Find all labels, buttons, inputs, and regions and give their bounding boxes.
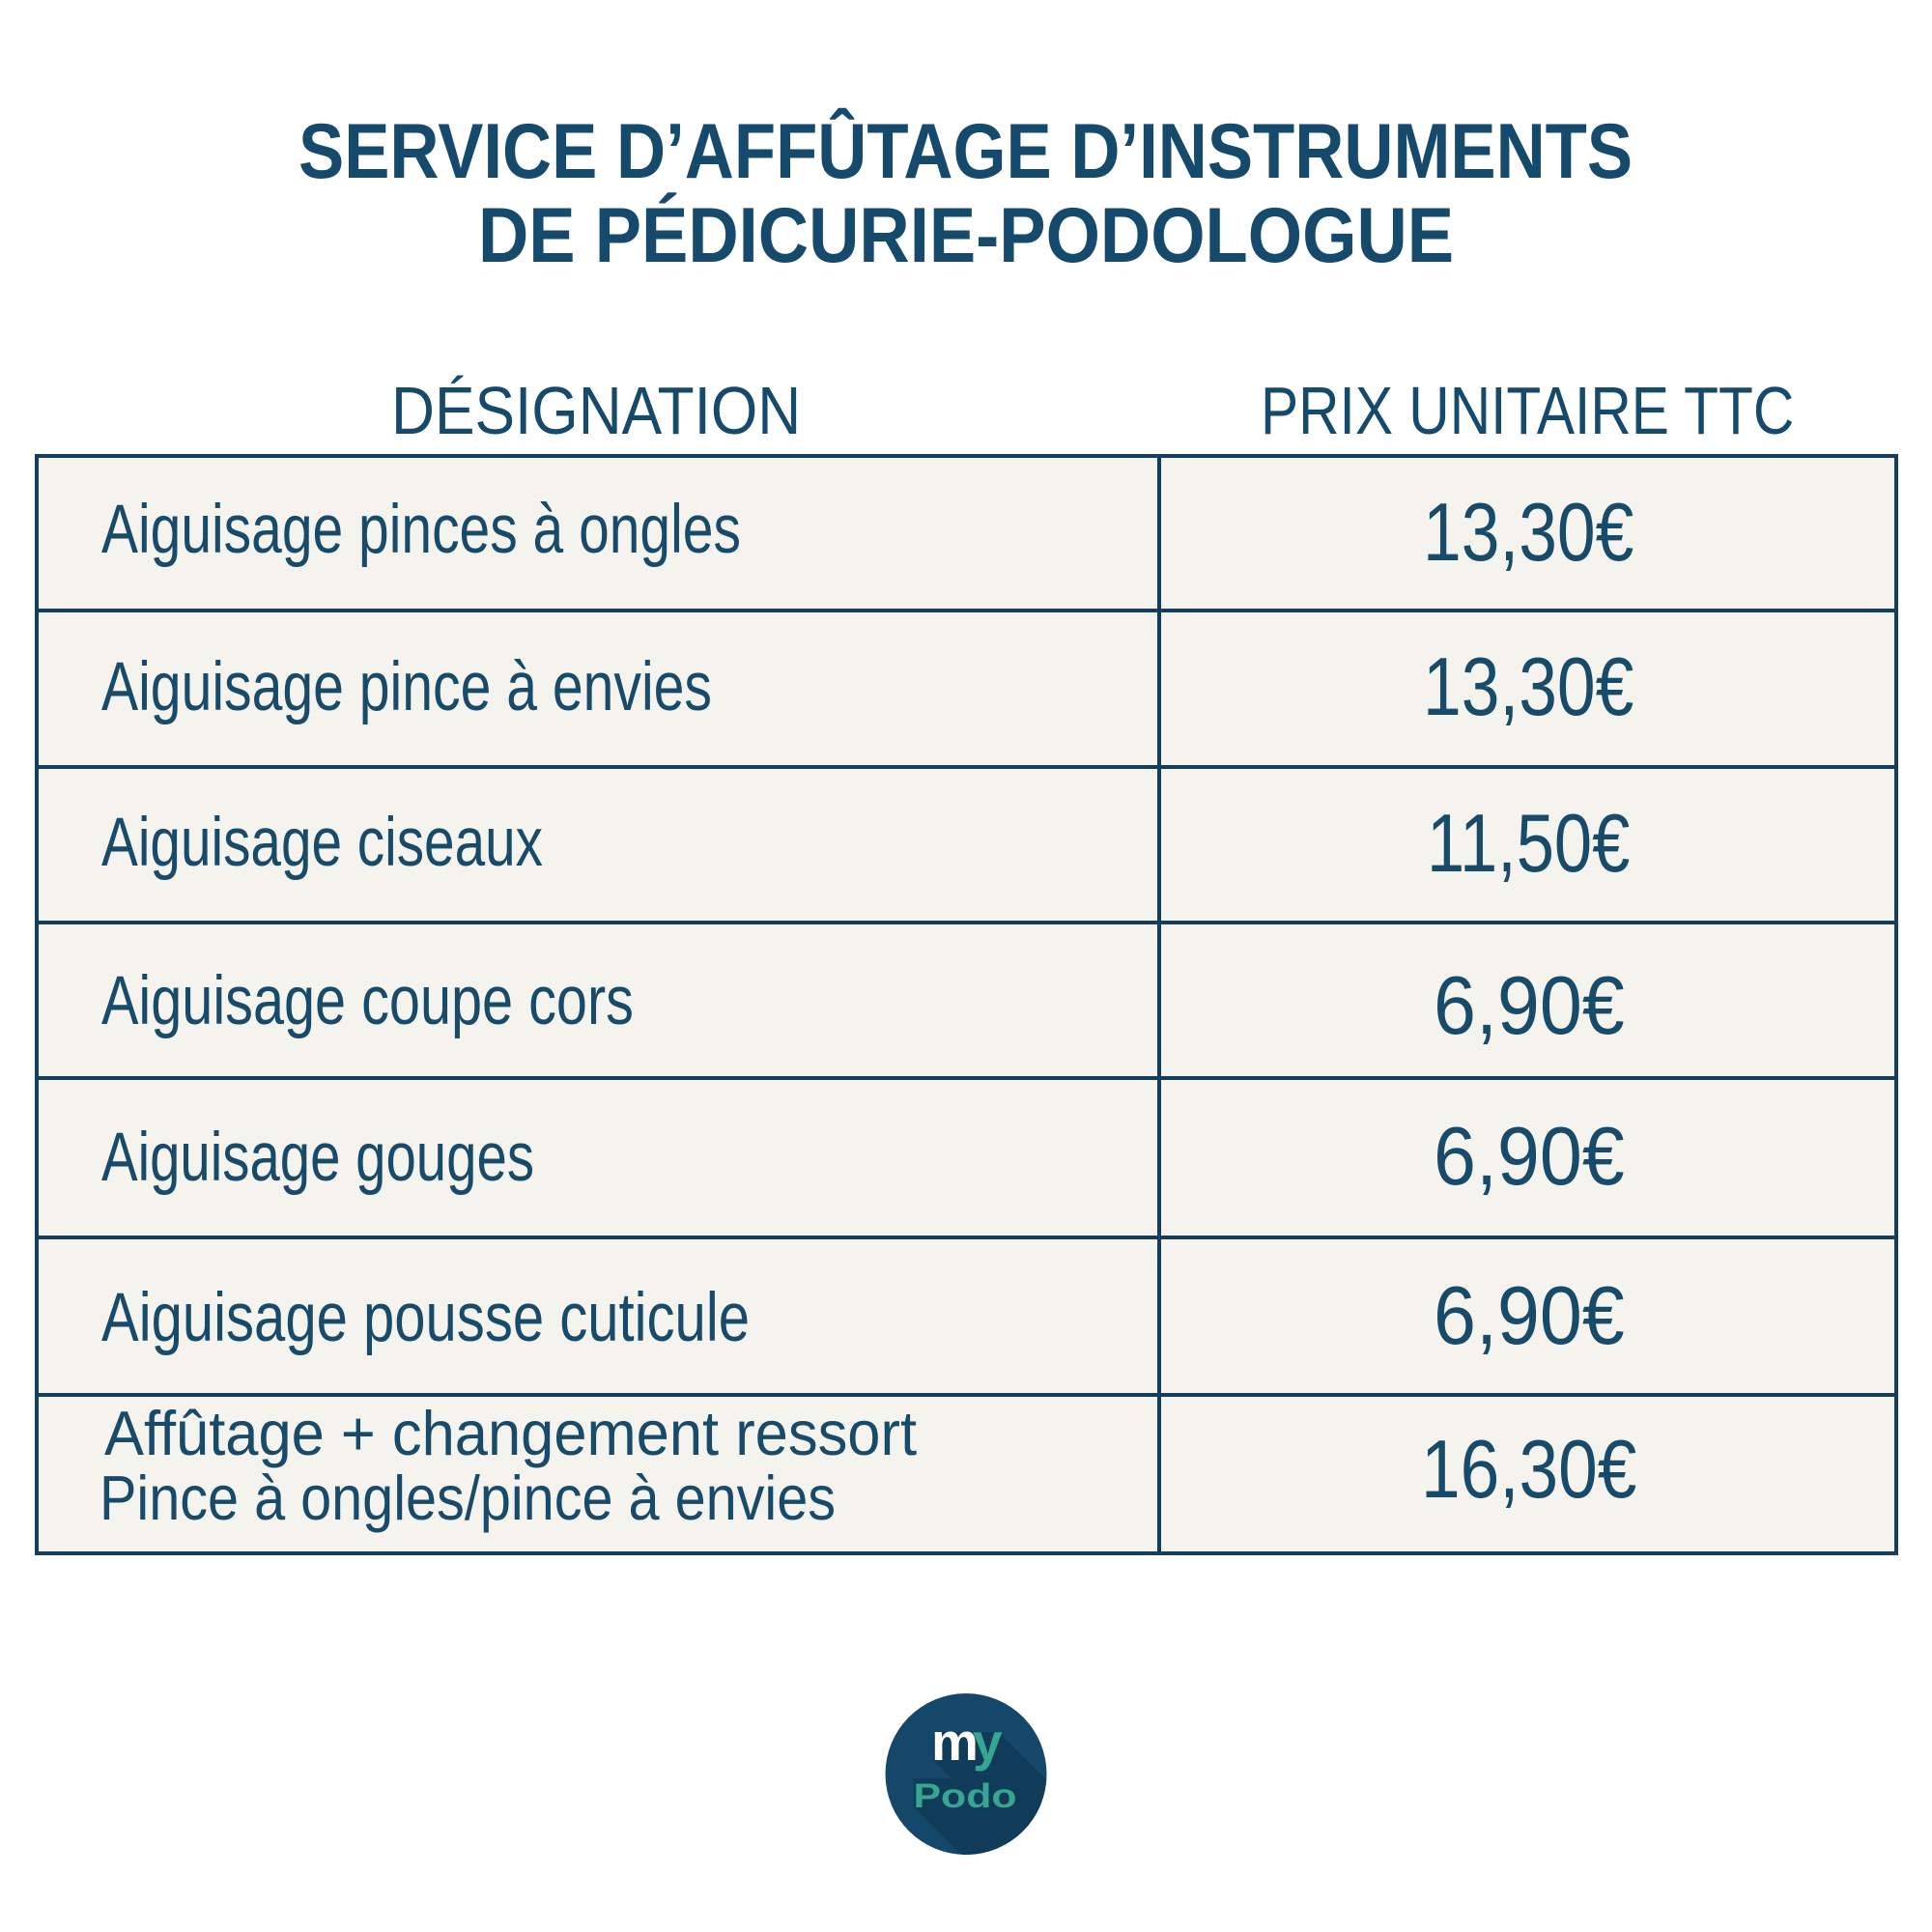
svg-text:m: m (931, 1712, 979, 1772)
svg-text:y: y (973, 1712, 1003, 1772)
svg-text:Podo: Podo (914, 1777, 1017, 1815)
